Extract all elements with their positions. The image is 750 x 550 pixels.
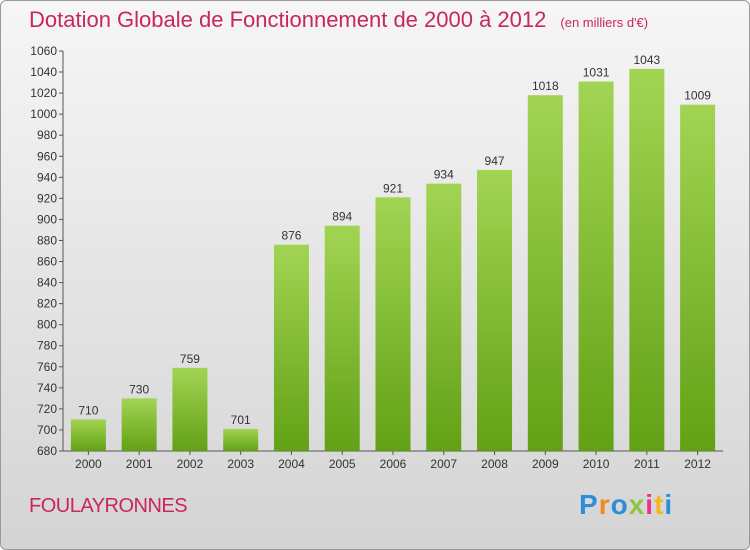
y-tick-label: 700 bbox=[37, 423, 57, 437]
bar-2008 bbox=[477, 169, 513, 451]
x-tick-label: 2008 bbox=[481, 457, 508, 471]
bar-2007 bbox=[426, 183, 462, 451]
bar-2002 bbox=[172, 367, 208, 451]
bar-value-label: 759 bbox=[180, 352, 200, 366]
chart-title-text: Dotation Globale de Fonctionnement de 20… bbox=[29, 7, 547, 32]
bar-value-label: 894 bbox=[332, 210, 352, 224]
x-tick-label: 2011 bbox=[634, 457, 660, 471]
x-tick-label: 2012 bbox=[684, 457, 711, 471]
bar-value-label: 934 bbox=[434, 168, 454, 182]
y-tick-label: 1060 bbox=[30, 44, 57, 58]
bar-value-label: 730 bbox=[129, 382, 149, 396]
bar-2006 bbox=[375, 197, 411, 451]
bar-2005 bbox=[324, 225, 360, 451]
y-tick-label: 680 bbox=[37, 444, 57, 458]
bar-2001 bbox=[121, 398, 157, 451]
bar-2003 bbox=[223, 428, 259, 451]
bar-value-label: 1031 bbox=[583, 66, 610, 80]
y-tick-label: 840 bbox=[37, 276, 57, 290]
y-tick-label: 720 bbox=[37, 402, 57, 416]
chart-bars: 710 730 759 701 876 894 921 934 947 1018 1031 1043 1… bbox=[70, 53, 716, 452]
chart-axes: 680 700 720 740 760 780 800 820 840 860 880 900 920 9… bbox=[30, 44, 723, 471]
y-tick-label: 780 bbox=[37, 339, 57, 353]
y-tick-label: 800 bbox=[37, 318, 57, 332]
bar-value-label: 701 bbox=[231, 413, 251, 427]
y-tick-label: 960 bbox=[37, 149, 57, 163]
x-tick-label: 2006 bbox=[380, 457, 407, 471]
bar-value-label: 876 bbox=[281, 229, 301, 243]
x-tick-label: 2000 bbox=[75, 457, 102, 471]
bar-value-label: 947 bbox=[485, 154, 505, 168]
bar-2000 bbox=[70, 419, 106, 451]
x-tick-label: 2004 bbox=[278, 457, 305, 471]
y-tick-label: 880 bbox=[37, 233, 57, 247]
bar-value-label: 1009 bbox=[684, 89, 711, 103]
chart-title: Dotation Globale de Fonctionnement de 20… bbox=[29, 7, 648, 33]
x-tick-label: 2010 bbox=[583, 457, 610, 471]
x-tick-label: 2007 bbox=[430, 457, 457, 471]
y-tick-label: 1020 bbox=[30, 86, 57, 100]
y-tick-label: 820 bbox=[37, 297, 57, 311]
bar-2004 bbox=[273, 244, 309, 451]
y-tick-label: 900 bbox=[37, 212, 57, 226]
bar-2009 bbox=[527, 95, 563, 452]
y-tick-label: 860 bbox=[37, 255, 57, 269]
y-tick-label: 920 bbox=[37, 191, 57, 205]
proxiti-logo: Proxiti bbox=[579, 489, 674, 520]
y-tick-label: 1000 bbox=[30, 107, 57, 121]
x-tick-label: 2001 bbox=[126, 457, 153, 471]
x-tick-label: 2005 bbox=[329, 457, 356, 471]
y-tick-label: 760 bbox=[37, 360, 57, 374]
x-tick-label: 2002 bbox=[177, 457, 204, 471]
bar-value-label: 710 bbox=[78, 403, 98, 417]
x-tick-label: 2009 bbox=[532, 457, 559, 471]
x-tick-label: 2003 bbox=[227, 457, 254, 471]
bar-value-label: 921 bbox=[383, 181, 403, 195]
bar-value-label: 1043 bbox=[633, 53, 660, 67]
bar-2012 bbox=[680, 104, 716, 452]
y-tick-label: 980 bbox=[37, 128, 57, 142]
bar-2011 bbox=[629, 68, 665, 451]
chart-unit: (en milliers d'€) bbox=[560, 15, 649, 30]
y-tick-label: 940 bbox=[37, 170, 57, 184]
commune-name: FOULAYRONNES bbox=[29, 495, 188, 517]
bar-value-label: 1018 bbox=[532, 79, 559, 93]
y-tick-label: 740 bbox=[37, 381, 57, 395]
y-tick-label: 1040 bbox=[30, 65, 57, 79]
bar-2010 bbox=[578, 81, 614, 452]
